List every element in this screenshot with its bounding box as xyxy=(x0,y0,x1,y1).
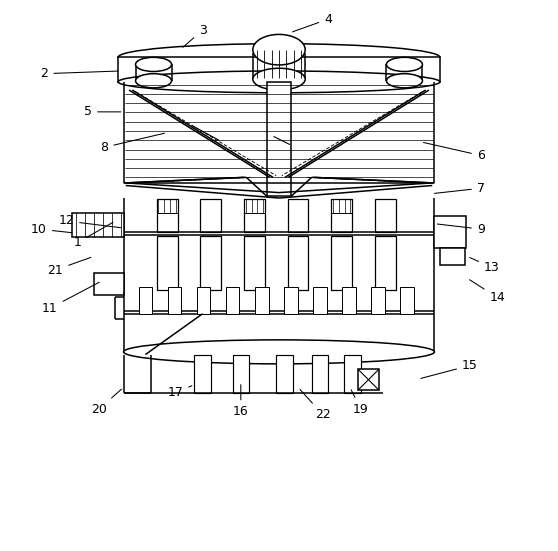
Text: 17: 17 xyxy=(167,386,192,399)
Text: 14: 14 xyxy=(469,280,505,304)
Ellipse shape xyxy=(253,34,305,65)
Bar xyxy=(331,236,352,290)
Text: 11: 11 xyxy=(42,282,99,315)
Bar xyxy=(313,287,327,314)
Bar xyxy=(233,355,249,393)
Bar xyxy=(200,199,221,233)
Bar xyxy=(288,236,309,290)
Bar xyxy=(284,287,297,314)
Bar xyxy=(226,287,239,314)
Ellipse shape xyxy=(387,57,422,72)
Text: 22: 22 xyxy=(300,390,330,421)
Ellipse shape xyxy=(118,44,440,71)
Bar xyxy=(331,199,352,213)
Bar xyxy=(244,199,265,213)
Text: 15: 15 xyxy=(421,359,478,379)
Bar xyxy=(435,215,466,249)
Ellipse shape xyxy=(387,74,422,88)
Text: 19: 19 xyxy=(351,390,369,415)
Bar xyxy=(400,287,414,314)
Text: 6: 6 xyxy=(424,143,485,162)
Bar xyxy=(157,199,177,233)
Bar xyxy=(375,199,396,233)
Bar xyxy=(312,355,328,393)
Ellipse shape xyxy=(136,74,171,88)
Bar xyxy=(197,287,210,314)
Text: 16: 16 xyxy=(233,385,249,418)
Bar xyxy=(371,287,385,314)
Bar xyxy=(342,287,356,314)
Bar xyxy=(331,199,352,233)
Ellipse shape xyxy=(123,340,435,364)
Text: 1: 1 xyxy=(73,223,113,249)
Text: 7: 7 xyxy=(435,182,485,195)
Text: 3: 3 xyxy=(183,24,206,47)
Text: 21: 21 xyxy=(47,257,91,277)
Bar xyxy=(157,236,177,290)
Bar xyxy=(344,355,361,393)
Text: 8: 8 xyxy=(100,133,165,154)
Text: 5: 5 xyxy=(84,105,121,118)
Text: 2: 2 xyxy=(41,67,118,80)
Text: 9: 9 xyxy=(437,223,485,236)
Bar xyxy=(157,199,177,213)
Bar xyxy=(167,287,181,314)
Text: 12: 12 xyxy=(59,214,121,228)
Bar xyxy=(244,236,265,290)
Text: 13: 13 xyxy=(470,257,499,274)
Bar xyxy=(255,287,268,314)
Bar xyxy=(94,273,123,295)
Bar xyxy=(267,82,291,196)
Ellipse shape xyxy=(118,71,440,93)
Bar xyxy=(138,287,152,314)
Bar xyxy=(194,355,211,393)
Text: 4: 4 xyxy=(292,13,332,32)
Bar xyxy=(72,213,123,237)
Bar xyxy=(375,236,396,290)
Bar xyxy=(244,199,265,233)
Bar xyxy=(200,236,221,290)
Bar xyxy=(288,199,309,233)
Bar xyxy=(118,57,440,82)
Bar xyxy=(276,355,292,393)
Bar xyxy=(440,249,465,264)
Ellipse shape xyxy=(136,57,171,72)
Text: 20: 20 xyxy=(91,389,122,415)
Ellipse shape xyxy=(253,68,305,90)
Text: 10: 10 xyxy=(31,223,71,236)
Bar xyxy=(358,369,379,390)
